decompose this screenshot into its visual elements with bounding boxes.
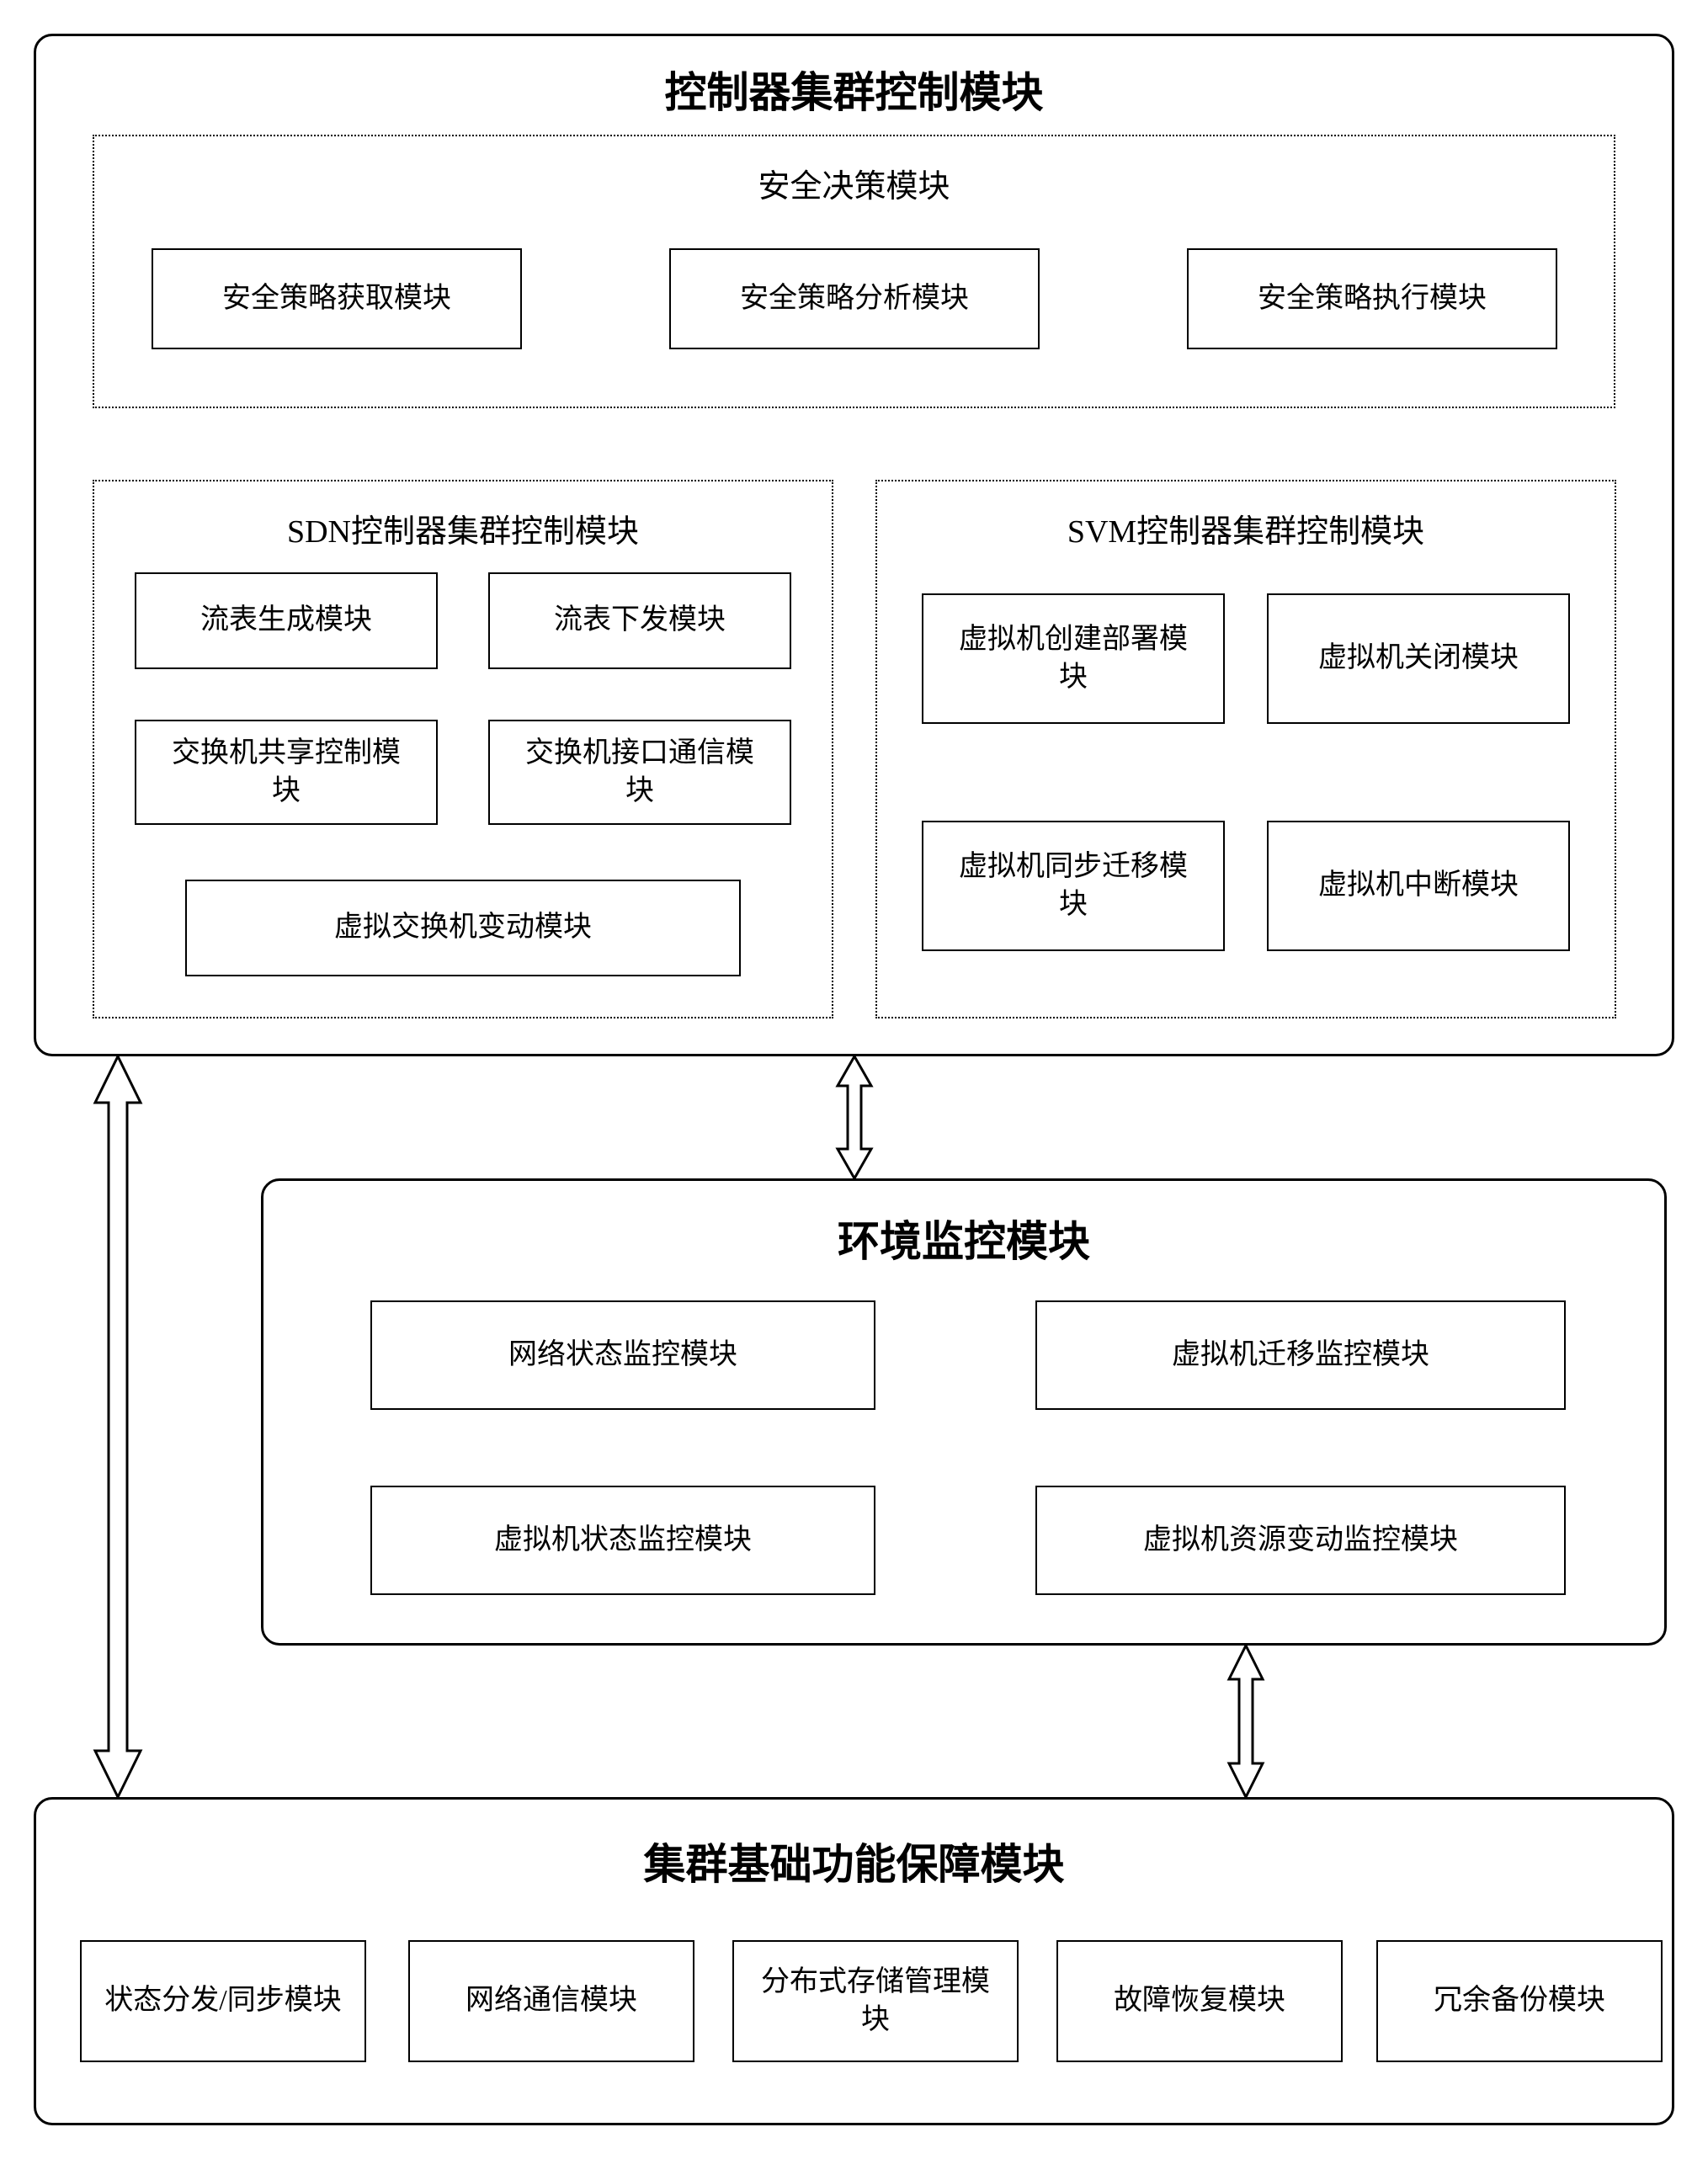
cluster-item-2: 分布式存储管理模块 (732, 1940, 1019, 2062)
monitor-item-2-label: 虚拟机状态监控模块 (494, 1522, 752, 1559)
sdn-item-3: 交换机接口通信模块 (488, 720, 791, 825)
cluster-item-4-label: 冗余备份模块 (1434, 1982, 1605, 2019)
sdn-item-2: 交换机共享控制模块 (135, 720, 438, 825)
monitor-item-0: 网络状态监控模块 (370, 1300, 875, 1410)
security-item-0-label: 安全策略获取模块 (222, 280, 451, 317)
security-item-1-label: 安全策略分析模块 (740, 280, 969, 317)
sdn-item-1: 流表下发模块 (488, 572, 791, 669)
svm-item-1-label: 虚拟机关闭模块 (1318, 640, 1519, 677)
svm-item-2: 虚拟机同步迁移模块 (922, 821, 1225, 951)
monitor-item-1: 虚拟机迁移监控模块 (1035, 1300, 1566, 1410)
architecture-diagram: 控制器集群控制模块 安全决策模块 安全策略获取模块 安全策略分析模块 安全策略执… (34, 34, 1674, 2125)
svm-item-0-label: 虚拟机创建部署模块 (949, 621, 1198, 695)
sdn-item-3-label: 交换机接口通信模块 (515, 735, 764, 809)
security-item-0: 安全策略获取模块 (152, 248, 522, 349)
arrow-monitor-to-bottom (1212, 1646, 1280, 1797)
monitor-item-3: 虚拟机资源变动监控模块 (1035, 1486, 1566, 1595)
monitor-item-3-label: 虚拟机资源变动监控模块 (1143, 1522, 1458, 1559)
sdn-item-4: 虚拟交换机变动模块 (185, 880, 741, 976)
cluster-item-0-label: 状态分发/同步模块 (104, 1982, 341, 2019)
svm-item-3: 虚拟机中断模块 (1267, 821, 1570, 951)
sdn-item-0-label: 流表生成模块 (200, 602, 372, 639)
svm-controller-title: SVM控制器集群控制模块 (875, 505, 1616, 551)
svm-item-2-label: 虚拟机同步迁移模块 (949, 848, 1198, 923)
cluster-item-3-label: 故障恢复模块 (1114, 1982, 1285, 2019)
cluster-item-1-label: 网络通信模块 (466, 1982, 637, 2019)
cluster-item-0: 状态分发/同步模块 (80, 1940, 366, 2062)
monitor-item-1-label: 虚拟机迁移监控模块 (1172, 1337, 1429, 1374)
cluster-item-4: 冗余备份模块 (1376, 1940, 1663, 2062)
controller-cluster-title: 控制器集群控制模块 (34, 59, 1674, 120)
security-item-1: 安全策略分析模块 (669, 248, 1040, 349)
cluster-item-3: 故障恢复模块 (1056, 1940, 1343, 2062)
svm-item-1: 虚拟机关闭模块 (1267, 593, 1570, 724)
cluster-base-title: 集群基础功能保障模块 (34, 1831, 1674, 1891)
security-decision-title: 安全决策模块 (93, 160, 1615, 206)
sdn-item-4-label: 虚拟交换机变动模块 (334, 909, 592, 946)
svm-item-3-label: 虚拟机中断模块 (1318, 867, 1519, 904)
environment-monitor-title: 环境监控模块 (261, 1208, 1667, 1268)
svm-item-0: 虚拟机创建部署模块 (922, 593, 1225, 724)
sdn-controller-title: SDN控制器集群控制模块 (93, 505, 833, 551)
security-item-2-label: 安全策略执行模块 (1258, 280, 1487, 317)
security-item-2: 安全策略执行模块 (1187, 248, 1557, 349)
monitor-item-0-label: 网络状态监控模块 (508, 1337, 737, 1374)
sdn-item-0: 流表生成模块 (135, 572, 438, 669)
sdn-item-1-label: 流表下发模块 (554, 602, 726, 639)
cluster-item-1: 网络通信模块 (408, 1940, 694, 2062)
sdn-item-2-label: 交换机共享控制模块 (162, 735, 411, 809)
arrow-top-to-monitor (821, 1056, 888, 1178)
monitor-item-2: 虚拟机状态监控模块 (370, 1486, 875, 1595)
cluster-item-2-label: 分布式存储管理模块 (751, 1964, 1000, 2038)
arrow-top-to-bottom-left (80, 1056, 156, 1797)
